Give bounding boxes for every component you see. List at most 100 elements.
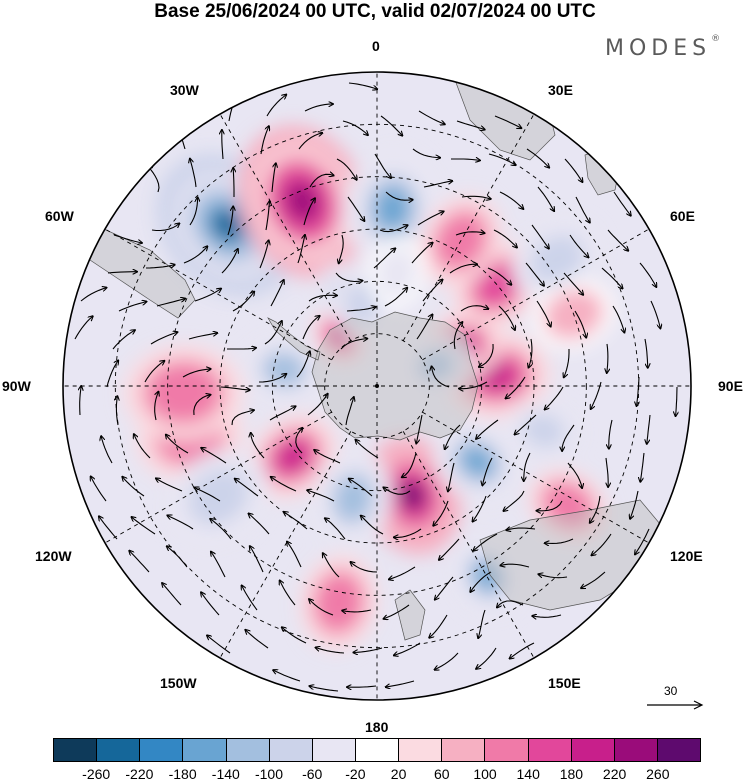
wind-streamline [270,280,284,307]
colorbar-tick-label: -100 [254,766,284,782]
wind-streamline [470,571,492,592]
wind-streamline [182,369,211,378]
wind-streamline [591,381,602,409]
wind-streamline [346,307,376,312]
wind-streamline [189,197,198,226]
wind-streamline [233,168,234,197]
wind-streamline [497,600,524,608]
wind-streamline [538,574,568,579]
wind-streamline [448,462,455,492]
wind-streamline [563,272,583,295]
wind-streamline [613,191,631,216]
wind-streamline [129,550,150,573]
wind-streamline [309,686,339,692]
wind-streamline [150,332,178,345]
wind-streamline [647,414,651,444]
wind-streamline [494,115,522,128]
wind-streamline [461,196,491,199]
wind-streamline [451,159,480,161]
colorbar-swatch [485,739,529,761]
wind-streamline [162,583,182,606]
wind-streamline [308,295,337,302]
wind-streamline [221,249,238,274]
lon-label-0: 0 [372,38,380,54]
wind-streamline [345,397,354,426]
wind-streamline [347,196,365,221]
meridian-line [219,431,352,659]
wind-streamline [151,223,180,232]
wind-streamline [323,553,340,578]
wind-streamline [282,627,307,644]
wind-streamline [476,647,497,669]
wind-streamline [612,305,625,333]
wind-streamline [80,386,82,416]
wind-streamline [342,120,368,135]
map-title: Base 25/06/2024 00 UTC, valid 02/07/2024… [154,1,596,22]
wind-streamline [342,610,372,612]
colorbar-tick-label: -20 [345,766,366,782]
latitude-circle [167,176,587,596]
wind-streamline [167,515,194,530]
new-zealand [394,589,426,641]
wind-streamline [245,630,269,649]
wind-streamline [472,495,487,522]
wind-streamline [266,94,287,117]
wind-streamline [544,386,564,410]
wind-streamline [222,130,223,160]
wind-streamline [231,410,254,426]
brand-logo: MODES® [605,34,721,61]
wind-streamline [383,487,411,495]
wind-streamline [459,381,488,389]
wind-streamline [118,302,147,312]
wind-streamline [637,376,640,406]
wind-streamline [348,82,378,89]
wind-streamline [211,551,226,578]
wind-streamline [107,272,137,273]
wind-streamline [453,322,462,350]
wind-streamline [347,686,377,687]
wind-streamline [606,457,608,487]
wind-streamline [269,406,296,421]
lon-label-120e: 120E [670,548,703,564]
wind-streamline [207,635,231,654]
wind-streamline [194,288,221,302]
wind-streamline [234,479,259,497]
wind-streamline [449,264,478,274]
wind-streamline [525,262,544,286]
wind-streamline [188,333,218,340]
meridian-line [104,228,332,361]
wind-streamline [393,528,422,537]
wind-streamline [303,198,315,226]
wind-streamline [537,186,554,211]
wind-streamline [676,386,678,416]
colorbar-swatch [312,739,356,761]
anomaly-contour [315,574,362,631]
latitude-circle [271,280,483,492]
lon-label-30w: 30W [170,82,199,98]
wind-streamline [644,338,648,368]
colorbar-tick-label: -140 [211,766,240,782]
wind-streamline [630,490,639,519]
registered-mark: ® [711,34,721,44]
wind-streamline [154,391,159,421]
wind-streamline [74,316,93,340]
colorbar-tick-label: 180 [559,766,584,782]
wind-streamline [476,419,499,439]
wind-streamline [394,642,421,656]
wind-streamline [607,343,608,373]
wind-streamline [241,585,258,611]
wind-streamline [227,348,256,349]
wind-streamline [429,614,448,638]
meridian-line [422,411,650,544]
colorbar-swatch [183,739,227,761]
wind-streamline [99,516,118,540]
wind-streamline [309,599,334,616]
wind-streamline [445,424,461,450]
lon-label-150w: 150W [160,675,197,691]
wind-streamline [567,462,582,488]
wind-streamline [339,234,344,264]
lon-label-30e: 30E [548,82,573,98]
wind-streamline [373,248,396,269]
wind-streamline [348,479,373,497]
colorbar-swatch [97,739,141,761]
